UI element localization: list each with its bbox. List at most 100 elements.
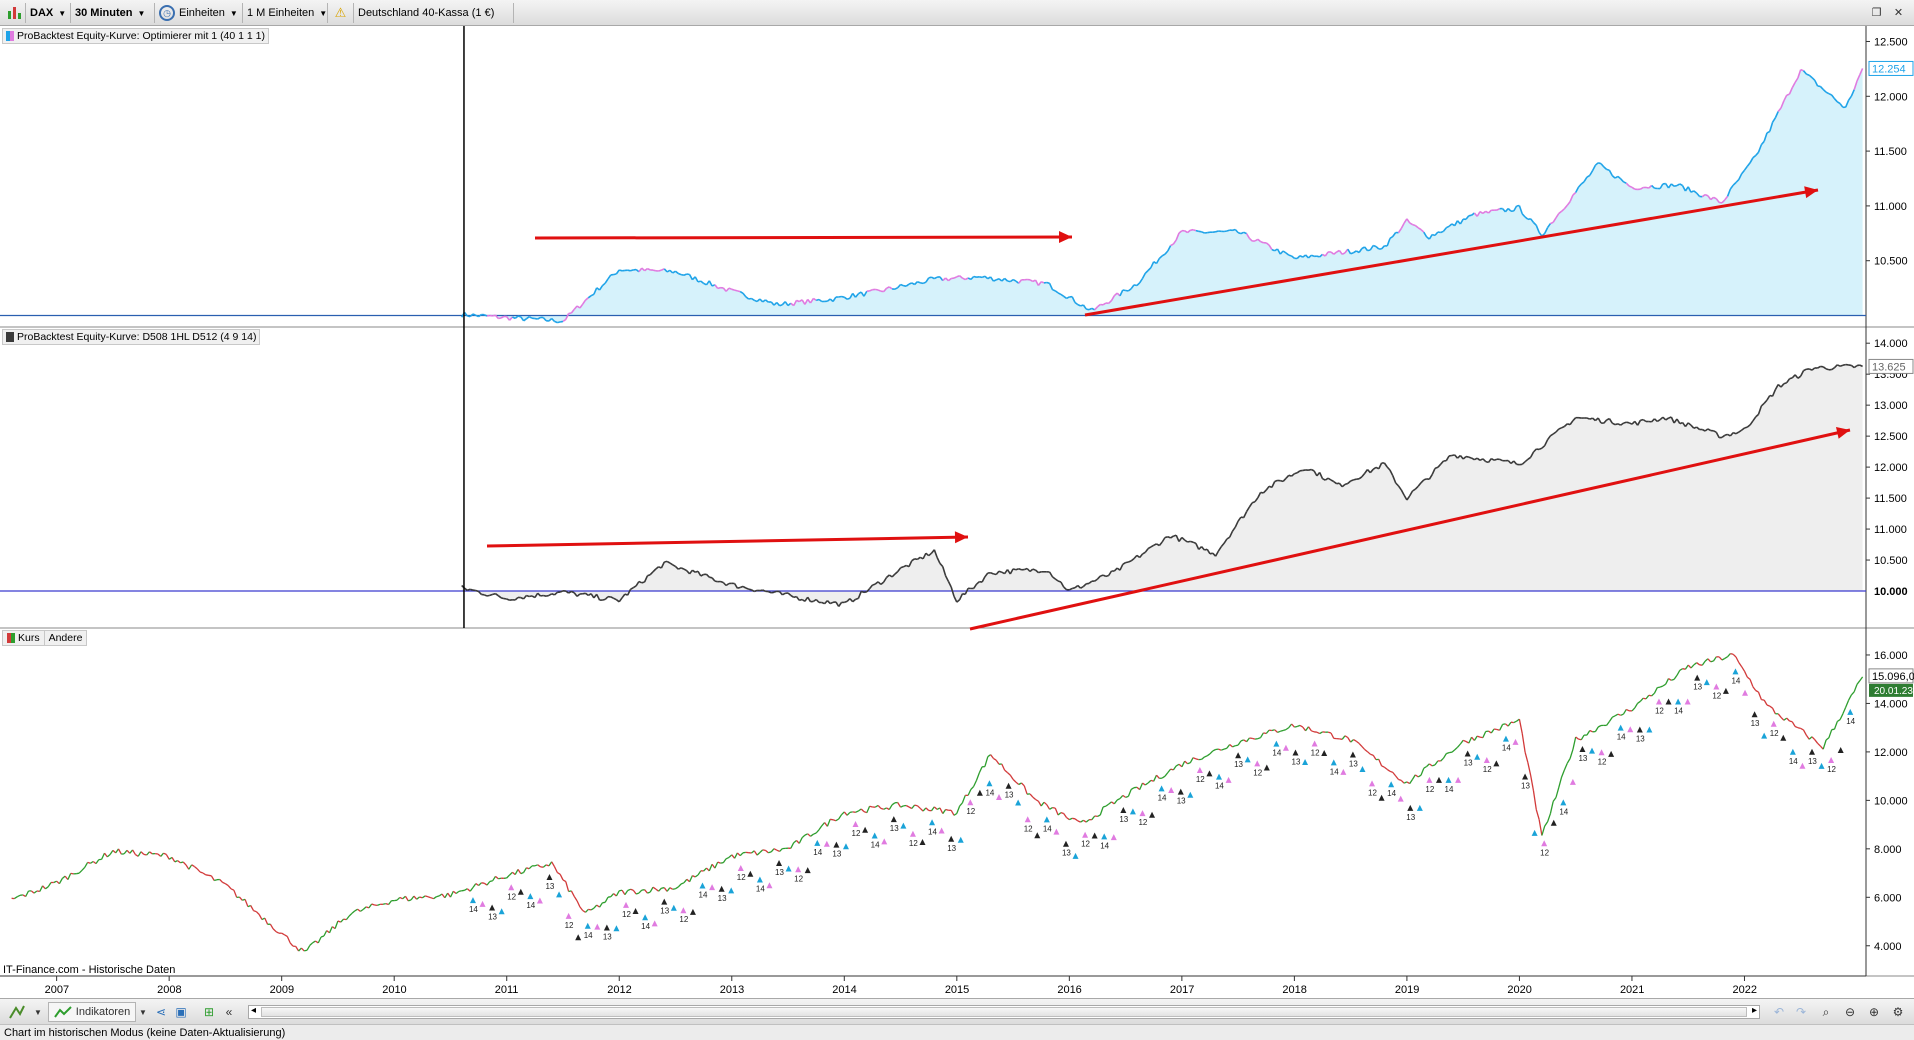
- drawing-tools-icon[interactable]: [4, 1002, 30, 1022]
- equity1-line-segment: [1195, 229, 1199, 233]
- chart-canvas[interactable]: 12.50012.00011.50011.00010.50012.25414.0…: [0, 26, 1914, 1004]
- price-segment: [1066, 816, 1070, 821]
- equity2-line-segment: [1611, 422, 1616, 426]
- signal-arrow: [833, 841, 840, 848]
- tab-kurs[interactable]: Kurs: [3, 631, 45, 645]
- price-segment: [1265, 729, 1270, 734]
- price-segment: [1347, 737, 1352, 743]
- price-segment: [1673, 674, 1678, 680]
- price-segment: [1077, 820, 1081, 823]
- equity2-line-segment: [1853, 364, 1858, 369]
- warning-button[interactable]: ⚠: [328, 3, 354, 23]
- price-segment: [807, 833, 811, 837]
- equity2-line-segment: [778, 591, 784, 596]
- price-segment: [1330, 732, 1335, 739]
- price-segment: [1476, 735, 1481, 738]
- scroll-right-icon[interactable]: ▸: [1751, 1005, 1757, 1016]
- price-segment: [790, 842, 795, 849]
- equity2-line-segment: [1119, 563, 1124, 571]
- price-segment: [146, 851, 150, 856]
- equity1-line-segment: [1524, 216, 1529, 220]
- compare-icon[interactable]: ▣: [175, 1005, 187, 1019]
- signal-label: 14: [928, 827, 937, 836]
- units-count-selector[interactable]: 1 M Einheiten ▼: [243, 3, 328, 23]
- equity1-line-segment: [1696, 192, 1701, 197]
- equity1-line-segment: [1738, 173, 1743, 180]
- equity1-line-segment: [989, 276, 995, 282]
- price-segment: [1530, 775, 1535, 792]
- equity2-line-segment: [872, 583, 876, 586]
- price-segment: [1307, 726, 1312, 732]
- equity2-line-segment: [1392, 475, 1397, 484]
- equity2-line-segment: [990, 572, 994, 575]
- price-segment: [1150, 779, 1154, 782]
- signal-arrow: [1101, 833, 1108, 840]
- equity1-legend[interactable]: ProBacktest Equity-Kurve: Optimierer mit…: [2, 28, 270, 44]
- indicators-button[interactable]: Indikatoren: [48, 1002, 136, 1022]
- equity2-line-segment: [714, 580, 718, 583]
- chevron-down-icon[interactable]: ▼: [139, 1007, 147, 1017]
- signal-arrow: [680, 907, 687, 914]
- signal-label: 14: [985, 788, 994, 797]
- equity2-line-segment: [1108, 570, 1113, 576]
- equity2-line-segment: [1234, 520, 1239, 528]
- equity2-line-segment: [638, 580, 643, 584]
- price-segment: [1479, 736, 1484, 739]
- price-segment: [410, 895, 415, 901]
- share-icon[interactable]: ⋖: [155, 1005, 167, 1019]
- chart-type-icon[interactable]: [2, 3, 26, 23]
- price-segment: [1423, 765, 1427, 769]
- symbol-selector[interactable]: DAX ▼: [26, 3, 71, 23]
- units-selector[interactable]: ◷ Einheiten ▼: [155, 3, 243, 23]
- signal-label: 13: [1636, 735, 1645, 744]
- equity2-line-segment: [630, 587, 634, 590]
- price-segment: [765, 849, 769, 854]
- equity1-line-segment: [1279, 250, 1284, 255]
- equity1-line-segment: [680, 273, 685, 276]
- add-chart-icon[interactable]: ⊞: [203, 1005, 215, 1019]
- tab-andere[interactable]: Andere: [48, 632, 83, 644]
- equity2-line-segment: [1060, 581, 1065, 588]
- price-segment: [1057, 812, 1062, 816]
- close-icon[interactable]: ✕: [1893, 7, 1904, 19]
- scroll-left-icon[interactable]: ◂: [251, 1005, 257, 1016]
- zoom-fit-icon[interactable]: ⌕: [1822, 1004, 1830, 1019]
- signal-arrow: [852, 821, 859, 828]
- settings-icon[interactable]: ⚙: [1892, 1005, 1904, 1019]
- price-segment: [1122, 794, 1126, 798]
- zoom-in-icon[interactable]: ⊕: [1868, 1005, 1880, 1019]
- chart-area[interactable]: 12.500 12.000 11.500 11.000 10.500 12.254 14.0…: [0, 26, 1914, 1004]
- equity1-line-segment: [745, 296, 750, 300]
- equity1-line-segment: [1127, 288, 1132, 292]
- equity2-line-segment: [1431, 468, 1436, 475]
- zoom-out-icon[interactable]: ⊖: [1844, 1005, 1856, 1019]
- signal-label: 13: [1119, 815, 1128, 824]
- equity1-line-segment: [469, 313, 474, 318]
- time-scrollbar[interactable]: ◂ ▸: [248, 1005, 1760, 1019]
- equity1-line-segment: [1445, 225, 1450, 229]
- equity1-line-segment: [843, 296, 848, 300]
- price-segment: [753, 850, 758, 856]
- equity2-legend[interactable]: ProBacktest Equity-Kurve: D508 1HL D512 …: [2, 329, 261, 345]
- scroll-thumb[interactable]: [261, 1007, 1747, 1017]
- chevron-down-icon[interactable]: ▼: [34, 1007, 42, 1017]
- equity1-line-segment: [883, 287, 888, 293]
- undo-icon[interactable]: ↶: [1773, 1005, 1785, 1019]
- equity1-line-segment: [933, 276, 938, 280]
- signal-arrow: [1789, 748, 1796, 755]
- redo-icon[interactable]: ↷: [1795, 1005, 1807, 1019]
- price-segment: [1502, 723, 1506, 726]
- price-segment: [1763, 699, 1768, 706]
- price-segment: [725, 856, 730, 860]
- signal-arrow: [1082, 831, 1089, 838]
- equity1-line-segment: [1232, 228, 1236, 232]
- restore-icon[interactable]: ❐: [1871, 7, 1882, 19]
- scroll-start-icon[interactable]: «: [225, 1005, 233, 1019]
- timeframe-selector[interactable]: 30 Minuten ▼: [71, 3, 155, 23]
- equity1-line-segment: [1077, 303, 1081, 307]
- price-segment: [230, 888, 235, 891]
- equity2-line-segment: [531, 595, 536, 599]
- equity1-line-segment: [1561, 208, 1565, 212]
- price-segment: [42, 885, 46, 890]
- equity1-line-segment: [711, 284, 716, 287]
